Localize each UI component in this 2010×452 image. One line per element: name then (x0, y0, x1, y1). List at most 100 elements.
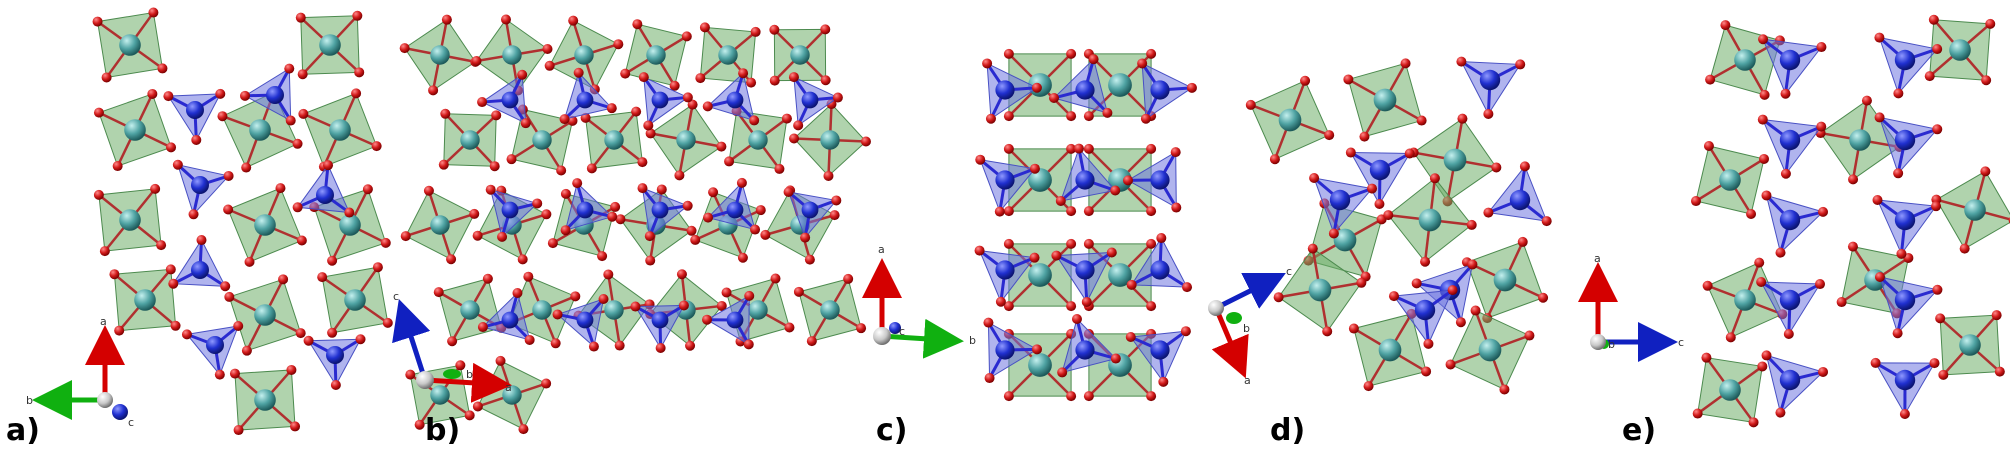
oxygen-atom (1322, 326, 1333, 337)
oxygen-atom (1328, 228, 1339, 239)
tetrahedral-cation (1369, 159, 1391, 181)
octahedron (438, 108, 502, 172)
oxygen-atom (1066, 301, 1077, 312)
tetrahedral-cation (1779, 289, 1801, 311)
oxygen-atom (1343, 74, 1354, 85)
octahedral-cation (134, 289, 156, 311)
tetrahedron (975, 154, 1040, 217)
octahedral-cation (604, 300, 624, 320)
panel-label-b: b) (425, 413, 460, 448)
tetrahedron (1057, 314, 1121, 378)
oxygen-atom (613, 39, 624, 50)
oxygen-atom (399, 43, 410, 54)
octahedron (1692, 352, 1768, 428)
oxygen-atom (770, 273, 781, 284)
axis-triad-e: a c b (1578, 252, 1684, 362)
octahedron (295, 10, 365, 80)
tetrahedral-cation (501, 201, 519, 219)
oxygen-atom (820, 24, 831, 35)
oxygen-atom (1083, 111, 1094, 122)
oxygen-atom (716, 300, 727, 311)
oxygen-atom (695, 73, 706, 84)
oxygen-atom (702, 101, 713, 112)
tetrahedron (1345, 147, 1415, 209)
axis-triad-c: a b c (862, 243, 976, 359)
axis-label: b (466, 368, 473, 381)
tetrahedron (1456, 56, 1526, 119)
oxygen-atom (631, 106, 642, 117)
oxygen-atom (1928, 14, 1939, 25)
oxygen-atom (423, 185, 434, 196)
oxygen-atom (523, 271, 534, 282)
oxygen-atom (603, 269, 614, 280)
oxygen-atom (1517, 236, 1528, 247)
octahedron (1690, 140, 1770, 220)
oxygen-atom (744, 290, 755, 301)
oxygen-atom (1066, 238, 1077, 249)
oxygen-atom (1981, 75, 1992, 86)
axis-label: a (505, 381, 512, 394)
tetrahedron (485, 184, 543, 242)
octahedral-cation (1849, 129, 1871, 151)
tetrahedral-cation (995, 340, 1015, 360)
tetrahedron (168, 235, 231, 292)
oxygen-atom (655, 342, 666, 353)
oxygen-atom (455, 360, 466, 371)
oxygen-atom (1146, 206, 1157, 217)
oxygen-atom (568, 15, 579, 26)
oxygen-atom (1836, 297, 1847, 308)
tetrahedron (1483, 161, 1552, 227)
oxygen-atom (1980, 166, 1991, 177)
octahedral-cation (1373, 88, 1397, 112)
oxygen-atom (1359, 131, 1370, 142)
oxygen-atom (298, 108, 309, 119)
oxygen-atom (532, 198, 543, 209)
tetrahedron (477, 288, 535, 345)
oxygen-atom (330, 379, 341, 390)
oxygen-atom (1146, 301, 1157, 312)
oxygen-atom (1416, 115, 1427, 126)
octahedron (1461, 236, 1549, 324)
oxygen-atom (985, 113, 996, 124)
octahedron (1343, 58, 1427, 142)
oxygen-atom (686, 225, 697, 236)
tetrahedral-cation (726, 311, 744, 329)
oxygen-atom (223, 204, 234, 215)
octahedral-cation (532, 130, 552, 150)
axis-label: a (100, 315, 107, 328)
tetrahedron (1756, 276, 1826, 339)
oxygen-atom (1705, 74, 1716, 85)
oxygen-atom (170, 320, 181, 331)
octahedral-cation (254, 304, 276, 326)
oxygen-atom (560, 188, 571, 199)
tetrahedral-cation (501, 311, 519, 329)
axis-label: c (1678, 336, 1684, 349)
oxygen-atom (1757, 114, 1768, 125)
oxygen-atom (1083, 391, 1094, 402)
octahedral-cation (344, 289, 366, 311)
octahedral-cation (820, 300, 840, 320)
tetrahedron (292, 160, 355, 218)
oxygen-atom (292, 202, 303, 213)
tetrahedron (1874, 112, 1943, 179)
oxygen-atom (1400, 58, 1411, 69)
tetrahedron (1125, 326, 1191, 387)
oxygen-atom (327, 255, 338, 266)
oxygen-atom (1003, 238, 1014, 249)
oxygen-atom (1929, 358, 1940, 369)
tetrahedron (560, 178, 618, 236)
tetrahedron (703, 177, 761, 235)
oxygen-atom (1703, 140, 1714, 151)
oxygen-atom (1985, 18, 1996, 29)
oxygen-atom (687, 99, 698, 110)
oxygen-atom (382, 317, 393, 328)
octahedral-cation (430, 215, 450, 235)
oxygen-atom (156, 240, 167, 251)
oxygen-atom (552, 309, 563, 320)
oxygen-atom (645, 255, 656, 266)
oxygen-atom (823, 170, 834, 181)
oxygen-atom (1515, 59, 1526, 70)
oxygen-atom (428, 85, 439, 96)
oxygen-atom (1892, 328, 1903, 339)
oxygen-atom (1003, 301, 1014, 312)
